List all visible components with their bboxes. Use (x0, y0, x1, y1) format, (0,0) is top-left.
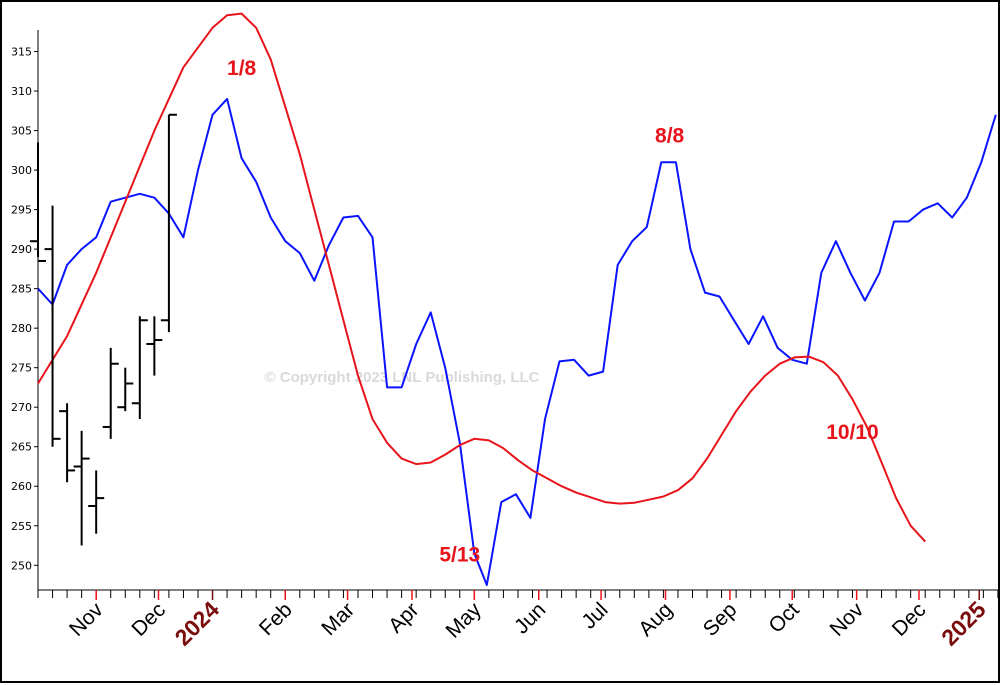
y-tick-label: 300 (11, 164, 32, 177)
y-tick-label: 255 (11, 520, 32, 533)
y-tick-label: 315 (11, 46, 32, 59)
annotation-label: 1/8 (227, 57, 257, 80)
y-tick-label: 310 (11, 85, 32, 98)
ohlc-bar (30, 142, 46, 262)
x-tick-label: Nov (825, 598, 868, 641)
y-tick-label: 295 (11, 204, 32, 217)
y-tick-label: 250 (11, 559, 32, 572)
x-tick-label: Nov (65, 598, 108, 641)
ohlc-bar (117, 367, 134, 412)
date-annotations: 1/8 8/8 5/13 10/10 (227, 57, 879, 566)
ohlc-bar (146, 316, 163, 376)
x-tick-label: 2025 (936, 596, 991, 651)
ohlc-bars (30, 113, 177, 546)
x-tick-label: Oct (764, 598, 803, 637)
y-tick-label: 270 (11, 401, 32, 414)
annotation-label: 10/10 (826, 421, 879, 444)
series-line-blue (37, 97, 997, 586)
x-tick-label: May (442, 598, 487, 643)
series-lines (37, 12, 997, 586)
x-tick-label: Dec (888, 598, 931, 641)
y-axis-ticks: 250 255 260 265 270 275 280 285 290 295 300 305 310 3… (11, 46, 38, 572)
watermark: © Copyright 2023 LNL Publishing, LLC (265, 369, 540, 386)
y-tick-label: 260 (11, 480, 32, 493)
ohlc-bar (160, 113, 177, 333)
axes (37, 30, 1000, 591)
ohlc-bar (44, 205, 61, 447)
y-tick-label: 290 (11, 243, 32, 256)
ohlc-bar (102, 347, 119, 439)
ohlc-bar (131, 316, 148, 420)
x-tick-label: 2024 (169, 596, 224, 651)
x-tick-label: Mar (317, 598, 359, 640)
y-tick-label: 265 (11, 441, 32, 454)
annotation-label: 8/8 (655, 124, 685, 147)
x-tick-label: Jun (510, 598, 550, 638)
x-tick-label: Apr (384, 598, 423, 637)
x-tick-label: Aug (634, 598, 677, 641)
y-tick-label: 285 (11, 283, 32, 296)
x-axis-ticks: Nov Dec 2024 Feb Mar Apr May Jun Jul Aug Sep Oct Nov… (37, 590, 999, 651)
ohlc-bar (59, 403, 76, 483)
x-tick-label: Sep (699, 598, 742, 641)
x-tick-label: Jul (577, 598, 612, 633)
annotation-label: 5/13 (439, 543, 480, 566)
y-tick-label: 275 (11, 362, 32, 375)
ohlc-bar (88, 470, 105, 534)
y-tick-label: 280 (11, 322, 32, 335)
x-tick-label: Feb (255, 598, 297, 640)
y-tick-label: 305 (11, 125, 32, 138)
ohlc-bar (73, 430, 90, 546)
series-line-red (37, 12, 926, 543)
x-tick-label: Dec (127, 598, 170, 641)
